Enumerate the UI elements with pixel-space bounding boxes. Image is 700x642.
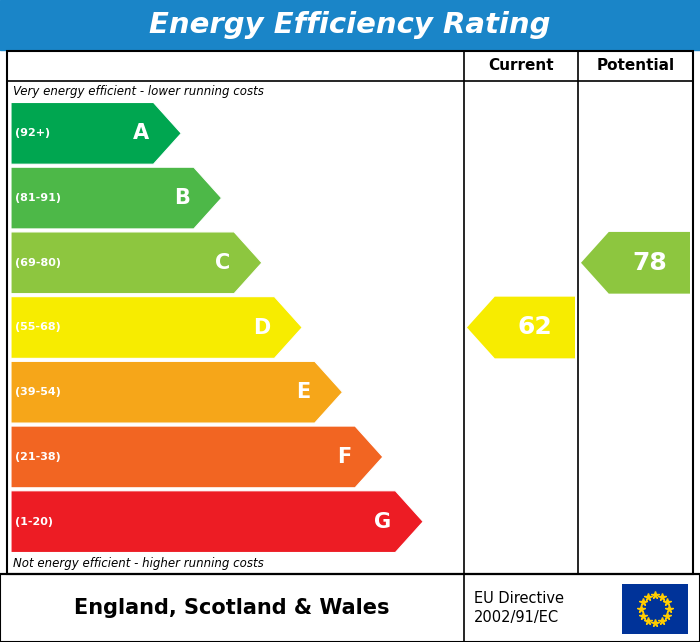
Text: D: D <box>253 318 270 338</box>
Polygon shape <box>467 297 575 358</box>
Text: G: G <box>374 512 391 532</box>
Text: (81-91): (81-91) <box>15 193 61 203</box>
Text: Very energy efficient - lower running costs: Very energy efficient - lower running co… <box>13 85 264 98</box>
Text: C: C <box>215 253 230 273</box>
Polygon shape <box>11 297 302 358</box>
Polygon shape <box>11 361 342 423</box>
Text: EU Directive
2002/91/EC: EU Directive 2002/91/EC <box>474 591 564 625</box>
Polygon shape <box>11 232 262 293</box>
Text: (1-20): (1-20) <box>15 517 53 526</box>
Text: Potential: Potential <box>596 58 675 73</box>
Text: B: B <box>174 188 190 208</box>
Text: (21-38): (21-38) <box>15 452 61 462</box>
Polygon shape <box>581 232 690 293</box>
Text: (69-80): (69-80) <box>15 258 61 268</box>
Text: 62: 62 <box>517 315 552 340</box>
Bar <box>0 574 700 642</box>
Bar <box>622 584 688 634</box>
Polygon shape <box>11 167 222 229</box>
Polygon shape <box>11 490 423 553</box>
Text: (92+): (92+) <box>15 128 50 139</box>
Bar <box>7 51 693 574</box>
Text: 78: 78 <box>632 251 667 275</box>
Text: (39-54): (39-54) <box>15 387 61 397</box>
Text: Current: Current <box>488 58 554 73</box>
Text: Not energy efficient - higher running costs: Not energy efficient - higher running co… <box>13 557 264 571</box>
Bar <box>0 0 700 50</box>
Text: E: E <box>297 382 311 403</box>
Text: Energy Efficiency Rating: Energy Efficiency Rating <box>149 11 551 39</box>
Polygon shape <box>11 103 181 164</box>
Polygon shape <box>11 426 383 488</box>
Text: (55-68): (55-68) <box>15 322 61 333</box>
Text: F: F <box>337 447 351 467</box>
Text: England, Scotland & Wales: England, Scotland & Wales <box>74 598 390 618</box>
Text: A: A <box>133 123 150 143</box>
